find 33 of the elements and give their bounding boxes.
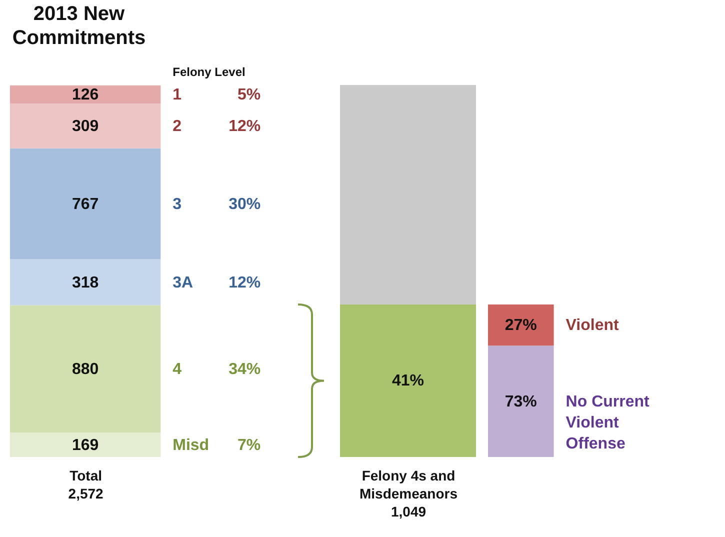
bar — [10, 148, 161, 260]
x-axis-title: Total 2,572 — [68, 468, 104, 502]
data-label: 309 — [72, 118, 99, 136]
text: 12% — [228, 274, 261, 292]
data-label: 126 — [72, 86, 99, 104]
series-label: 2 — [172, 118, 182, 136]
x-axis-title: Felony 4s and Misdemeanors 1,049 — [359, 468, 458, 520]
text: 5% — [238, 86, 261, 104]
series-label: 4 — [172, 360, 182, 378]
data-label: 767 — [72, 196, 99, 213]
series-label: 1 — [172, 86, 182, 104]
text: 7% — [238, 436, 261, 454]
data-label: 73% — [504, 393, 537, 410]
text: 30% — [228, 196, 261, 213]
data-label: 41% — [392, 372, 424, 390]
bar — [10, 305, 161, 433]
bar — [10, 104, 161, 148]
series-label: 3A — [172, 274, 194, 292]
bar — [10, 259, 161, 306]
text: 12% — [228, 118, 261, 136]
series-label: No Current Violent Offense — [566, 393, 650, 452]
data-label: 27% — [504, 317, 537, 334]
series-label: Violent — [566, 317, 620, 334]
data-label: 169 — [72, 436, 99, 454]
chart-title: 2013 New Commitments — [12, 3, 146, 49]
data-label: 880 — [72, 360, 99, 378]
legend-title: Felony Level — [172, 65, 246, 79]
bar — [10, 85, 161, 104]
text: 34% — [228, 360, 261, 378]
data-label: 318 — [72, 274, 99, 292]
series-label: 3 — [172, 196, 182, 213]
series-label: Misd — [172, 436, 210, 454]
bar — [10, 432, 161, 457]
